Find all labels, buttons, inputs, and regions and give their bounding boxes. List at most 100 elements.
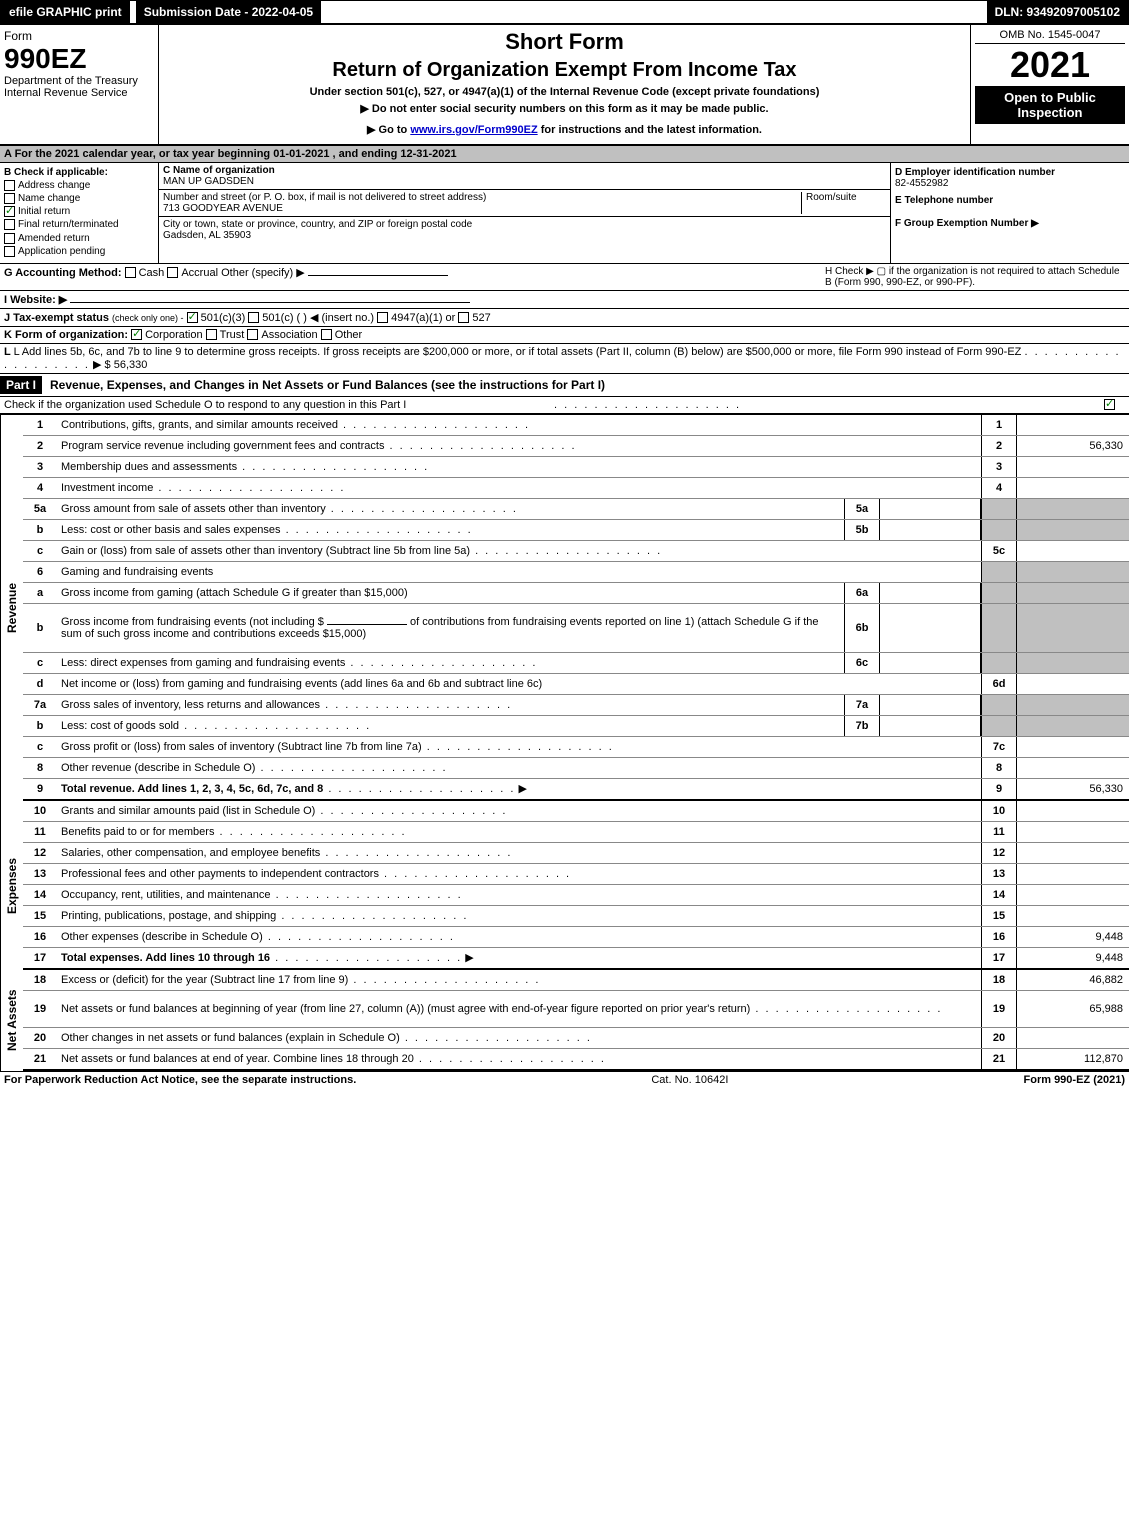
cb-initial-return[interactable]: Initial return xyxy=(4,206,154,217)
phone-label: E Telephone number xyxy=(895,195,1125,206)
city-label: City or town, state or province, country… xyxy=(163,219,472,230)
side-expenses: Expenses xyxy=(0,801,23,970)
line-6c: c Less: direct expenses from gaming and … xyxy=(23,653,1129,674)
top-bar: efile GRAPHIC print Submission Date - 20… xyxy=(0,0,1129,25)
short-form-title: Short Form xyxy=(163,29,966,55)
cb-amended-return[interactable]: Amended return xyxy=(4,233,154,244)
main-title: Return of Organization Exempt From Incom… xyxy=(163,59,966,82)
val-12 xyxy=(1017,843,1129,863)
section-b: B Check if applicable: Address change Na… xyxy=(0,163,159,263)
section-d: D Employer identification number 82-4552… xyxy=(890,163,1129,263)
line-12: 12 Salaries, other compensation, and emp… xyxy=(23,843,1129,864)
part1-badge: Part I xyxy=(0,376,42,394)
cb-4947[interactable] xyxy=(377,312,388,323)
line-5b: b Less: cost or other basis and sales ex… xyxy=(23,520,1129,541)
line-6a: a Gross income from gaming (attach Sched… xyxy=(23,583,1129,604)
header-right: OMB No. 1545-0047 2021 Open to Public In… xyxy=(970,25,1129,144)
header-left: Form 990EZ Department of the Treasury In… xyxy=(0,25,159,144)
c-name-label: C Name of organization xyxy=(163,165,275,176)
line-6d: d Net income or (loss) from gaming and f… xyxy=(23,674,1129,695)
line-10: 10 Grants and similar amounts paid (list… xyxy=(23,801,1129,822)
cb-501c3[interactable] xyxy=(187,312,198,323)
part1-check-text: Check if the organization used Schedule … xyxy=(4,399,554,411)
room-label: Room/suite xyxy=(806,192,857,203)
line-7b: b Less: cost of goods sold 7b xyxy=(23,716,1129,737)
section-a: A For the 2021 calendar year, or tax yea… xyxy=(0,146,1129,163)
cb-trust[interactable] xyxy=(206,329,217,340)
b-label: B Check if applicable: xyxy=(4,167,154,178)
part1-check-row: Check if the organization used Schedule … xyxy=(0,397,1129,414)
line-5c: c Gain or (loss) from sale of assets oth… xyxy=(23,541,1129,562)
cb-association[interactable] xyxy=(247,329,258,340)
sub-val-5b xyxy=(880,520,981,540)
goto-link[interactable]: www.irs.gov/Form990EZ xyxy=(410,124,537,136)
sub-val-5a xyxy=(880,499,981,519)
val-17: 9,448 xyxy=(1017,948,1129,968)
val-8 xyxy=(1017,758,1129,778)
line-17: 17 Total expenses. Add lines 10 through … xyxy=(23,948,1129,970)
line-6: 6 Gaming and fundraising events xyxy=(23,562,1129,583)
line-9: 9 Total revenue. Add lines 1, 2, 3, 4, 5… xyxy=(23,779,1129,801)
val-13 xyxy=(1017,864,1129,884)
val-7c xyxy=(1017,737,1129,757)
val-20 xyxy=(1017,1028,1129,1048)
submission-date: Submission Date - 2022-04-05 xyxy=(134,1,321,23)
line-3: 3 Membership dues and assessments 3 xyxy=(23,457,1129,478)
k-label: K Form of organization: xyxy=(4,329,128,341)
cb-cash[interactable] xyxy=(125,267,136,278)
line-7c: c Gross profit or (loss) from sales of i… xyxy=(23,737,1129,758)
cb-schedule-o[interactable] xyxy=(1104,399,1115,410)
val-5c xyxy=(1017,541,1129,561)
j-label: J Tax-exempt status xyxy=(4,312,109,324)
footer-form-ref: Form 990-EZ (2021) xyxy=(1024,1074,1126,1086)
line-5a: 5a Gross amount from sale of assets othe… xyxy=(23,499,1129,520)
val-11 xyxy=(1017,822,1129,842)
line-14: 14 Occupancy, rent, utilities, and maint… xyxy=(23,885,1129,906)
val-19: 65,988 xyxy=(1017,991,1129,1027)
street-value: 713 GOODYEAR AVENUE xyxy=(163,203,283,214)
omb-number: OMB No. 1545-0047 xyxy=(975,29,1125,44)
line-8: 8 Other revenue (describe in Schedule O)… xyxy=(23,758,1129,779)
city-row: City or town, state or province, country… xyxy=(159,217,890,243)
line-13: 13 Professional fees and other payments … xyxy=(23,864,1129,885)
line-16: 16 Other expenses (describe in Schedule … xyxy=(23,927,1129,948)
section-g: G Accounting Method: Cash Accrual Other … xyxy=(4,266,825,288)
info-block: B Check if applicable: Address change Na… xyxy=(0,163,1129,264)
goto-instructions: ▶ Go to www.irs.gov/Form990EZ for instru… xyxy=(163,119,966,140)
footer-cat-no: Cat. No. 10642I xyxy=(356,1074,1023,1086)
line-18: 18 Excess or (deficit) for the year (Sub… xyxy=(23,970,1129,991)
cb-final-return[interactable]: Final return/terminated xyxy=(4,219,154,230)
street-row: Number and street (or P. O. box, if mail… xyxy=(159,190,890,217)
line-1: 1 Contributions, gifts, grants, and simi… xyxy=(23,415,1129,436)
subtitle: Under section 501(c), 527, or 4947(a)(1)… xyxy=(163,86,966,98)
sub-val-7a xyxy=(880,695,981,715)
part1-table: Revenue 1 Contributions, gifts, grants, … xyxy=(0,414,1129,1071)
val-2: 56,330 xyxy=(1017,436,1129,456)
line-19: 19 Net assets or fund balances at beginn… xyxy=(23,991,1129,1028)
l-text: L Add lines 5b, 6c, and 7b to line 9 to … xyxy=(14,346,1022,358)
line-11: 11 Benefits paid to or for members 11 xyxy=(23,822,1129,843)
line-21: 21 Net assets or fund balances at end of… xyxy=(23,1049,1129,1071)
cb-address-change[interactable]: Address change xyxy=(4,180,154,191)
ein-value: 82-4552982 xyxy=(895,178,1125,189)
val-6d xyxy=(1017,674,1129,694)
cb-accrual[interactable] xyxy=(167,267,178,278)
section-k: K Form of organization: Corporation Trus… xyxy=(0,327,1129,344)
cb-application-pending[interactable]: Application pending xyxy=(4,246,154,257)
val-18: 46,882 xyxy=(1017,970,1129,990)
line-2: 2 Program service revenue including gove… xyxy=(23,436,1129,457)
cb-corporation[interactable] xyxy=(131,329,142,340)
cb-name-change[interactable]: Name change xyxy=(4,193,154,204)
efile-print-label[interactable]: efile GRAPHIC print xyxy=(1,1,130,23)
line-7a: 7a Gross sales of inventory, less return… xyxy=(23,695,1129,716)
street-label: Number and street (or P. O. box, if mail… xyxy=(163,192,486,203)
ein-label: D Employer identification number xyxy=(895,167,1125,178)
cb-501c[interactable] xyxy=(248,312,259,323)
cb-527[interactable] xyxy=(458,312,469,323)
cb-other-org[interactable] xyxy=(321,329,332,340)
open-to-public: Open to Public Inspection xyxy=(975,86,1125,124)
g-label: G Accounting Method: xyxy=(4,267,122,279)
val-1 xyxy=(1017,415,1129,435)
section-c: C Name of organization MAN UP GADSDEN Nu… xyxy=(159,163,890,263)
section-i: I Website: ▶ xyxy=(0,291,1129,309)
